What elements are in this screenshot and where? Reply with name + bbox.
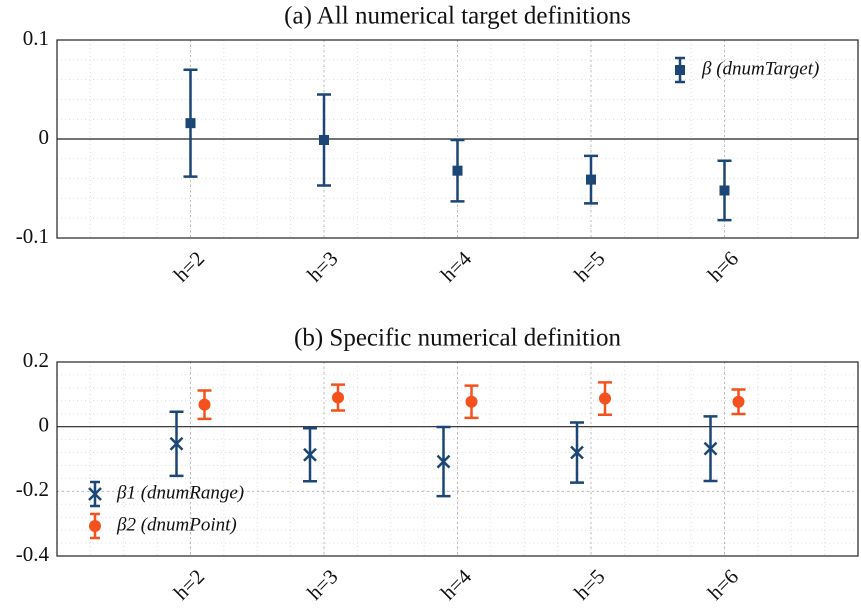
marker bbox=[586, 174, 596, 185]
chart-title: (b) Specific numerical definition bbox=[294, 325, 621, 352]
legend-marker bbox=[88, 487, 102, 501]
x-tick-label: h=4 bbox=[436, 246, 477, 287]
marker bbox=[169, 436, 184, 451]
legend-marker bbox=[89, 520, 101, 532]
axes-box bbox=[56, 39, 859, 239]
axes-box bbox=[56, 361, 859, 557]
marker bbox=[719, 185, 730, 196]
chart-title: (a) All numerical target definitions bbox=[284, 3, 631, 30]
y-tick-label: 0 bbox=[39, 412, 50, 436]
x-tick-label: h=2 bbox=[169, 564, 209, 604]
x-tick-label: h=2 bbox=[169, 246, 209, 286]
marker bbox=[570, 445, 584, 460]
legend-label: β1 (dnumRange) bbox=[116, 482, 244, 503]
y-tick-label: -0.4 bbox=[16, 542, 50, 566]
marker bbox=[332, 391, 344, 404]
x-tick-label: h=6 bbox=[703, 564, 743, 604]
y-tick-label: -0.1 bbox=[16, 224, 49, 248]
y-tick-label: 0.2 bbox=[23, 348, 49, 372]
marker bbox=[185, 118, 196, 129]
marker bbox=[599, 392, 611, 405]
marker bbox=[303, 447, 317, 462]
y-tick-label: -0.2 bbox=[16, 477, 49, 501]
marker bbox=[732, 395, 745, 408]
x-tick-label: h=5 bbox=[569, 564, 609, 604]
x-tick-label: h=5 bbox=[569, 246, 609, 286]
marker bbox=[452, 165, 463, 176]
y-tick-label: 0.1 bbox=[23, 26, 49, 50]
legend-label: β (dnumTarget) bbox=[701, 58, 819, 79]
x-tick-label: h=3 bbox=[302, 246, 342, 286]
marker bbox=[465, 395, 478, 408]
y-tick-label: 0 bbox=[39, 125, 50, 149]
legend-label: β2 (dnumPoint) bbox=[116, 514, 237, 535]
legend-marker bbox=[675, 65, 685, 75]
marker bbox=[436, 454, 451, 469]
x-tick-label: h=6 bbox=[703, 246, 743, 286]
marker bbox=[198, 398, 211, 411]
marker bbox=[319, 134, 329, 145]
x-tick-label: h=4 bbox=[436, 564, 477, 605]
marker bbox=[703, 441, 718, 456]
x-tick-label: h=3 bbox=[302, 564, 342, 604]
